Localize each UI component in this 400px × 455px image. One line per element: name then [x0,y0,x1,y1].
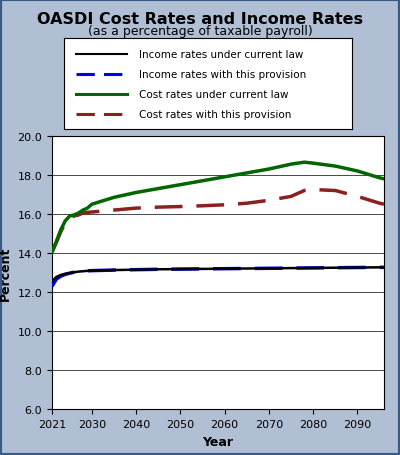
Text: Cost rates under current law: Cost rates under current law [139,90,288,100]
Y-axis label: Percent: Percent [0,246,12,300]
Text: (as a percentage of taxable payroll): (as a percentage of taxable payroll) [88,25,312,38]
Text: Income rates under current law: Income rates under current law [139,50,303,60]
Text: Cost rates with this provision: Cost rates with this provision [139,110,291,120]
X-axis label: Year: Year [202,435,234,448]
Text: OASDI Cost Rates and Income Rates: OASDI Cost Rates and Income Rates [37,12,363,27]
Text: Income rates with this provision: Income rates with this provision [139,70,306,80]
